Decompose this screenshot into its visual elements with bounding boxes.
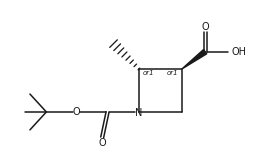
Text: O: O (201, 22, 209, 32)
Text: O: O (73, 107, 80, 117)
Text: or1: or1 (167, 70, 179, 77)
Polygon shape (182, 49, 207, 69)
Text: N: N (135, 108, 143, 118)
Text: or1: or1 (143, 70, 154, 77)
Text: OH: OH (231, 47, 246, 57)
Text: O: O (98, 138, 106, 148)
